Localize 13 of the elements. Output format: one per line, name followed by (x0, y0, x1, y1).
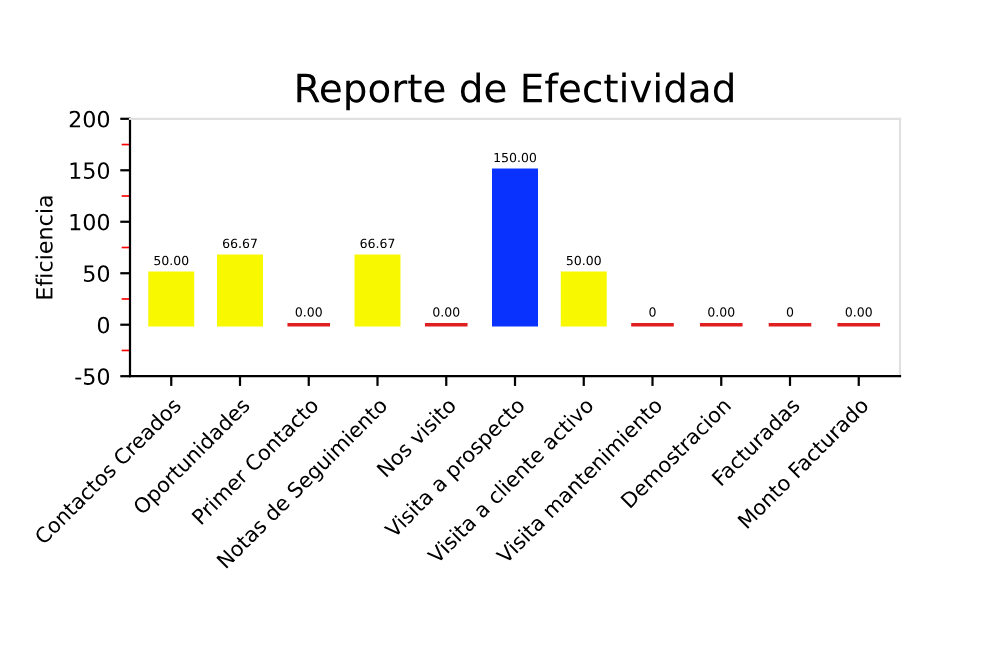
bar (217, 254, 263, 327)
y-tick-label: 100 (70, 213, 110, 231)
chart-title: Reporte de Efectividad (297, 72, 733, 111)
bar (560, 271, 607, 327)
bar (148, 271, 195, 327)
y-tick-label: 200 (69, 110, 110, 128)
y-tick-label: 0 (97, 316, 110, 334)
bar (492, 168, 538, 327)
y-axis-title: Eficiencia (35, 196, 53, 299)
y-tick-label: 50 (83, 265, 110, 282)
y-tick-label: 150 (70, 162, 110, 180)
y-tick-label: -50 (75, 368, 110, 385)
bar (354, 254, 401, 327)
